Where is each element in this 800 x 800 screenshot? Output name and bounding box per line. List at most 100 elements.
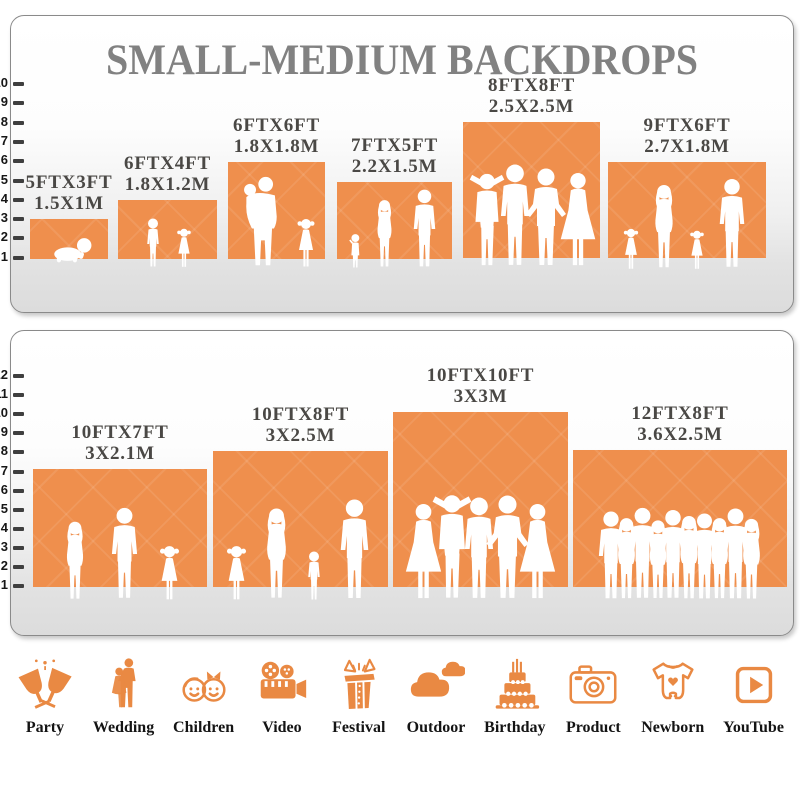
size-panel-medium: 12 11 10 9 8 7 6 5 4 3 2 1 10FTX7FT 3X2.1M 10FTX8FT… bbox=[0, 330, 794, 636]
size-ft: 7FTX5FT bbox=[351, 135, 438, 156]
ruler-tick-label: 10 bbox=[0, 75, 8, 90]
silhouette-boy bbox=[146, 218, 159, 267]
newborn-onesie-icon bbox=[652, 662, 694, 700]
silhouette-woman bbox=[655, 185, 673, 268]
silhouette-woman bbox=[377, 200, 391, 267]
category-label: Wedding bbox=[92, 719, 155, 736]
backdrop-9ftx6ft: 9FTX6FT 2.7X1.8M bbox=[608, 115, 766, 269]
backdrop-size-label: 6FTX6FT 1.8X1.8M bbox=[233, 115, 320, 157]
silhouette-woman bbox=[66, 521, 84, 599]
size-m: 2.2X1.5M bbox=[351, 156, 438, 177]
silhouette-girl bbox=[690, 230, 704, 269]
ruler-tick-label: 5 bbox=[0, 500, 8, 516]
category-wedding: Wedding bbox=[93, 656, 154, 737]
product-camera-icon bbox=[569, 665, 617, 704]
ruler-tick-label: 8 bbox=[0, 113, 8, 129]
birthday-cake-icon bbox=[495, 658, 539, 709]
silhouette-man bbox=[111, 507, 138, 598]
ruler-tick-mark bbox=[13, 255, 24, 260]
ruler-tick-label: 10 bbox=[0, 405, 8, 421]
size-ft: 6FTX6FT bbox=[233, 115, 320, 136]
ruler-tick-mark bbox=[13, 412, 24, 417]
size-m: 3X3M bbox=[453, 386, 508, 407]
ruler-tick-label: 9 bbox=[0, 94, 8, 110]
silhouette-girl bbox=[226, 546, 247, 600]
ruler-tick-mark bbox=[13, 217, 24, 222]
size-panel-small: SMALL-MEDIUM BACKDROPS 10 9 8 7 6 5 4 3 2 1 5FTX3… bbox=[0, 15, 794, 313]
ruler-tick-mark bbox=[13, 120, 24, 125]
ruler-tick-label: 4 bbox=[0, 519, 8, 535]
figure-group bbox=[608, 178, 766, 270]
silhouette-mother-holding-child bbox=[243, 176, 277, 266]
ruler-tick-label: 3 bbox=[0, 210, 8, 226]
backdrop-size-label: 8FTX8FT 2.5X2.5M bbox=[488, 75, 575, 117]
size-ft: 10FTX10FT bbox=[426, 365, 535, 386]
backdrop-rect bbox=[118, 200, 217, 259]
figure-group bbox=[228, 176, 325, 268]
backdrop-6ftx6ft: 6FTX6FT 1.8X1.8M bbox=[228, 115, 325, 267]
category-outdoor: Outdoor bbox=[406, 656, 466, 737]
ruler-tick-mark bbox=[13, 197, 24, 202]
silhouette-girl bbox=[159, 546, 180, 600]
silhouette-woman-dress bbox=[519, 503, 556, 599]
ruler-tick-mark bbox=[13, 469, 24, 474]
ruler-scale: 12 11 10 9 8 7 6 5 4 3 2 1 bbox=[0, 331, 41, 635]
ruler-tick-mark bbox=[13, 526, 24, 531]
category-label: Children bbox=[173, 719, 235, 736]
category-label: Newborn bbox=[641, 719, 705, 736]
size-ft: 9FTX6FT bbox=[643, 115, 731, 136]
category-label: Birthday bbox=[484, 719, 546, 736]
video-camera-icon bbox=[260, 661, 307, 699]
ruler-tick-mark bbox=[13, 393, 24, 398]
silhouette-woman-dress bbox=[560, 172, 595, 266]
silhouette-girl bbox=[176, 228, 191, 267]
size-ft: 5FTX3FT bbox=[25, 172, 113, 193]
category-row: Party Wedding Children bbox=[0, 656, 800, 737]
silhouette-girl bbox=[297, 219, 314, 267]
ruler-tick-label: 6 bbox=[0, 152, 8, 168]
youtube-play-icon bbox=[735, 666, 772, 704]
party-glasses-icon bbox=[18, 659, 72, 709]
backdrop-10ftx8ft: 10FTX8FT 3X2.5M bbox=[213, 404, 388, 600]
ruler-tick-mark bbox=[13, 159, 24, 164]
size-ft: 8FTX8FT bbox=[488, 75, 575, 96]
ruler-tick-label: 11 bbox=[0, 386, 8, 402]
figure-group bbox=[118, 218, 217, 268]
category-party: Party bbox=[16, 656, 74, 737]
size-ft: 10FTX8FT bbox=[251, 404, 350, 425]
size-ft: 6FTX4FT bbox=[124, 153, 211, 174]
silhouette-man bbox=[413, 189, 435, 267]
size-ft: 10FTX7FT bbox=[71, 422, 169, 443]
figure-group bbox=[393, 493, 568, 601]
outdoor-cloud-icon bbox=[410, 661, 465, 697]
size-ft: 12FTX8FT bbox=[631, 403, 729, 424]
wedding-couple-icon bbox=[111, 658, 136, 708]
ruler-tick-label: 8 bbox=[0, 443, 8, 459]
ruler-tick-label: 7 bbox=[0, 132, 8, 148]
backdrop-10ftx10ft: 10FTX10FT 3X3M bbox=[393, 365, 568, 599]
ruler-tick-mark bbox=[13, 82, 24, 86]
category-label: Festival bbox=[332, 719, 386, 736]
category-label: YouTube bbox=[723, 719, 784, 736]
category-label: Product bbox=[565, 719, 621, 736]
category-children: Children bbox=[173, 656, 234, 737]
ruler-tick-label: 12 bbox=[0, 367, 8, 382]
ruler-tick-label: 2 bbox=[0, 229, 8, 245]
backdrop-size-label: 5FTX3FT 1.5X1M bbox=[26, 172, 113, 214]
silhouette-toddler bbox=[348, 234, 359, 268]
page-title: SMALL-MEDIUM BACKDROPS bbox=[105, 37, 699, 84]
silhouette-crawling-baby bbox=[53, 238, 91, 263]
figure-group bbox=[463, 164, 600, 268]
backdrop-size-label: 6FTX4FT 1.8X1.2M bbox=[124, 153, 211, 195]
figure-group bbox=[337, 189, 452, 269]
ruler-tick-label: 1 bbox=[0, 577, 8, 593]
category-label: Video bbox=[262, 719, 302, 736]
figure-group bbox=[573, 507, 787, 601]
backdrop-5ftx3ft: 5FTX3FT 1.5X1M bbox=[26, 172, 112, 263]
ruler-tick-mark bbox=[13, 431, 24, 436]
category-festival: Festival bbox=[330, 656, 388, 737]
category-label: Outdoor bbox=[406, 719, 466, 736]
backdrop-size-label: 7FTX5FT 2.2X1.5M bbox=[351, 135, 438, 177]
ruler-tick-label: 5 bbox=[0, 171, 8, 187]
ruler-tick-label: 1 bbox=[0, 248, 8, 264]
